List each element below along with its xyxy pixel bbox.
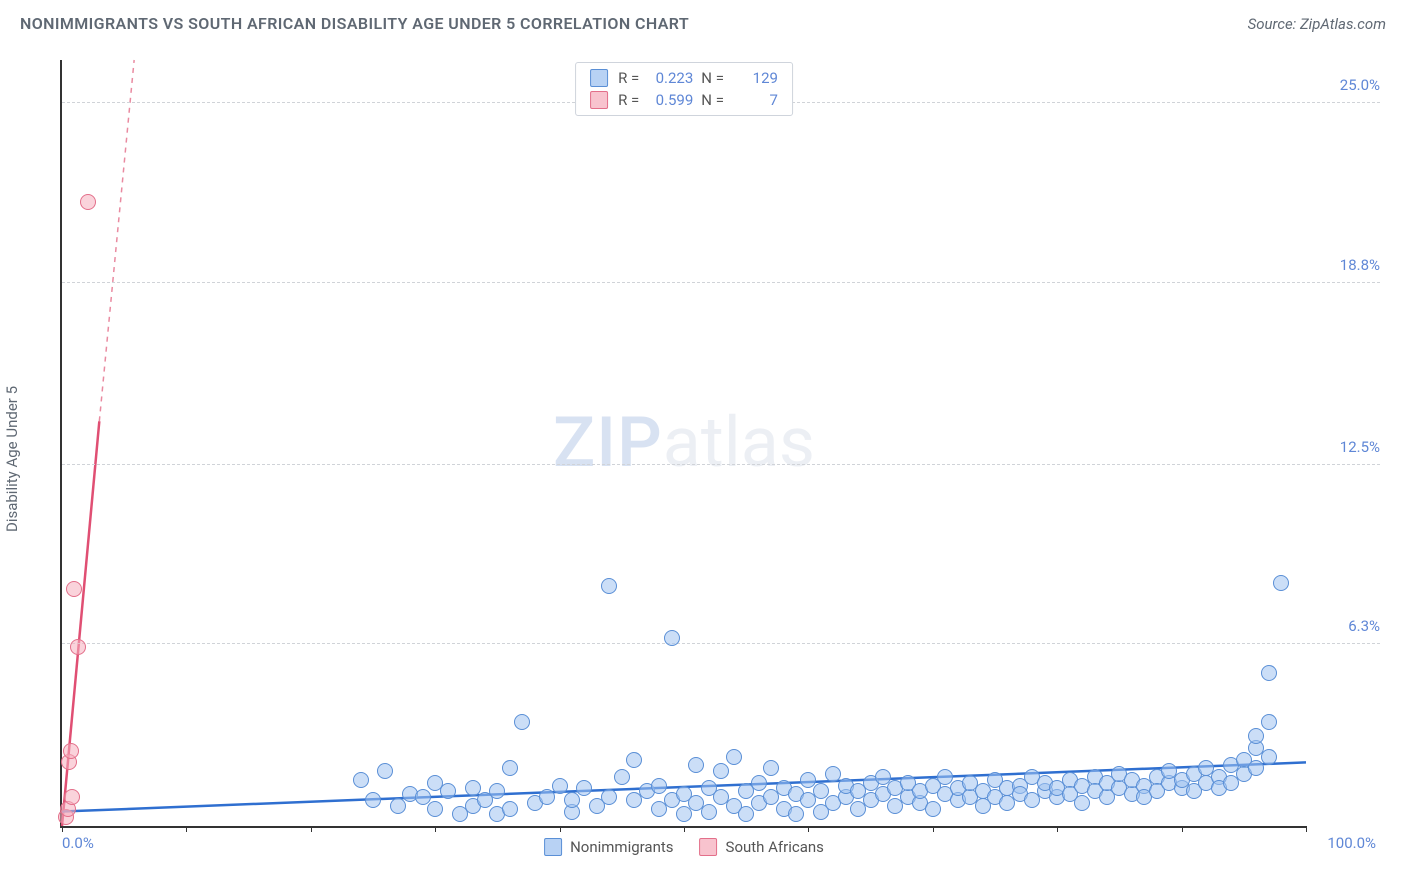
data-point	[751, 775, 767, 791]
data-point	[564, 792, 580, 808]
data-point	[489, 783, 505, 799]
data-point	[614, 769, 630, 785]
data-point	[440, 783, 456, 799]
data-point	[788, 806, 804, 822]
data-point	[502, 760, 518, 776]
data-point	[1261, 665, 1277, 681]
legend-r-label-0: R =	[618, 69, 639, 87]
data-point	[552, 778, 568, 794]
x-tick-mark	[1182, 826, 1183, 832]
data-point	[576, 780, 592, 796]
y-tick-label: 18.8%	[1312, 256, 1380, 274]
data-point	[1248, 728, 1264, 744]
chart-title: NONIMMIGRANTS VS SOUTH AFRICAN DISABILIT…	[20, 14, 689, 33]
data-point	[1261, 749, 1277, 765]
x-tick-mark	[1057, 826, 1058, 832]
x-tick-mark	[933, 826, 934, 832]
data-point	[726, 749, 742, 765]
data-point	[925, 801, 941, 817]
legend-swatch-blue	[590, 69, 608, 87]
data-point	[763, 760, 779, 776]
chart-container: Disability Age Under 5 ZIPatlas R = 0.22…	[20, 46, 1386, 872]
y-tick-label: 25.0%	[1312, 76, 1380, 94]
x-tick-mark	[808, 826, 809, 832]
y-axis-label: Disability Age Under 5	[3, 386, 21, 532]
gridline	[62, 464, 1380, 465]
x-tick-mark	[62, 826, 63, 832]
trend-lines	[62, 60, 1306, 826]
data-point	[1074, 795, 1090, 811]
legend-swatch-pink-b	[700, 838, 718, 856]
data-point	[651, 778, 667, 794]
x-tick-max: 100.0%	[1306, 834, 1376, 852]
x-tick-mark	[684, 826, 685, 832]
data-point	[1248, 760, 1264, 776]
data-point	[427, 801, 443, 817]
data-point	[1261, 714, 1277, 730]
legend-item-south-africans: South Africans	[700, 838, 824, 856]
data-point	[377, 763, 393, 779]
legend-r-label-1: R =	[618, 91, 639, 109]
data-point	[688, 757, 704, 773]
legend-n-value-1: 7	[732, 91, 778, 109]
x-tick-mark	[1306, 826, 1307, 832]
gridline	[62, 643, 1380, 644]
legend-item-nonimmigrants: Nonimmigrants	[544, 838, 673, 856]
data-point	[539, 789, 555, 805]
legend-label-0: Nonimmigrants	[570, 838, 673, 856]
y-tick-label: 6.3%	[1312, 617, 1380, 635]
data-point	[514, 714, 530, 730]
x-tick-min: 0.0%	[62, 834, 94, 852]
y-tick-label: 12.5%	[1312, 438, 1380, 456]
data-point	[353, 772, 369, 788]
x-tick-mark	[560, 826, 561, 832]
data-point	[601, 789, 617, 805]
legend-r-value-1: 0.599	[647, 91, 693, 109]
data-point	[64, 789, 80, 805]
data-point	[1273, 575, 1289, 591]
legend-stats: R = 0.223 N = 129 R = 0.599 N = 7	[575, 62, 793, 116]
legend-n-value-0: 129	[732, 69, 778, 87]
legend-r-value-0: 0.223	[647, 69, 693, 87]
legend-swatch-blue-b	[544, 838, 562, 856]
legend-n-label-0: N =	[701, 69, 724, 87]
legend-label-1: South Africans	[726, 838, 824, 856]
gridline	[62, 282, 1380, 283]
data-point	[502, 801, 518, 817]
x-tick-mark	[435, 826, 436, 832]
data-point	[80, 194, 96, 210]
data-point	[70, 639, 86, 655]
data-point	[626, 752, 642, 768]
data-point	[713, 763, 729, 779]
data-point	[390, 798, 406, 814]
data-point	[676, 806, 692, 822]
data-point	[365, 792, 381, 808]
chart-source: Source: ZipAtlas.com	[1248, 15, 1386, 33]
legend-swatch-pink	[590, 91, 608, 109]
data-point	[601, 578, 617, 594]
plot-area: ZIPatlas R = 0.223 N = 129 R = 0.599 N =…	[60, 60, 1306, 828]
data-point	[63, 743, 79, 759]
legend-series: Nonimmigrants South Africans	[544, 838, 824, 856]
data-point	[664, 630, 680, 646]
data-point	[701, 804, 717, 820]
data-point	[66, 581, 82, 597]
legend-n-label-1: N =	[701, 91, 724, 109]
x-tick-mark	[311, 826, 312, 832]
x-tick-mark	[186, 826, 187, 832]
data-point	[738, 806, 754, 822]
